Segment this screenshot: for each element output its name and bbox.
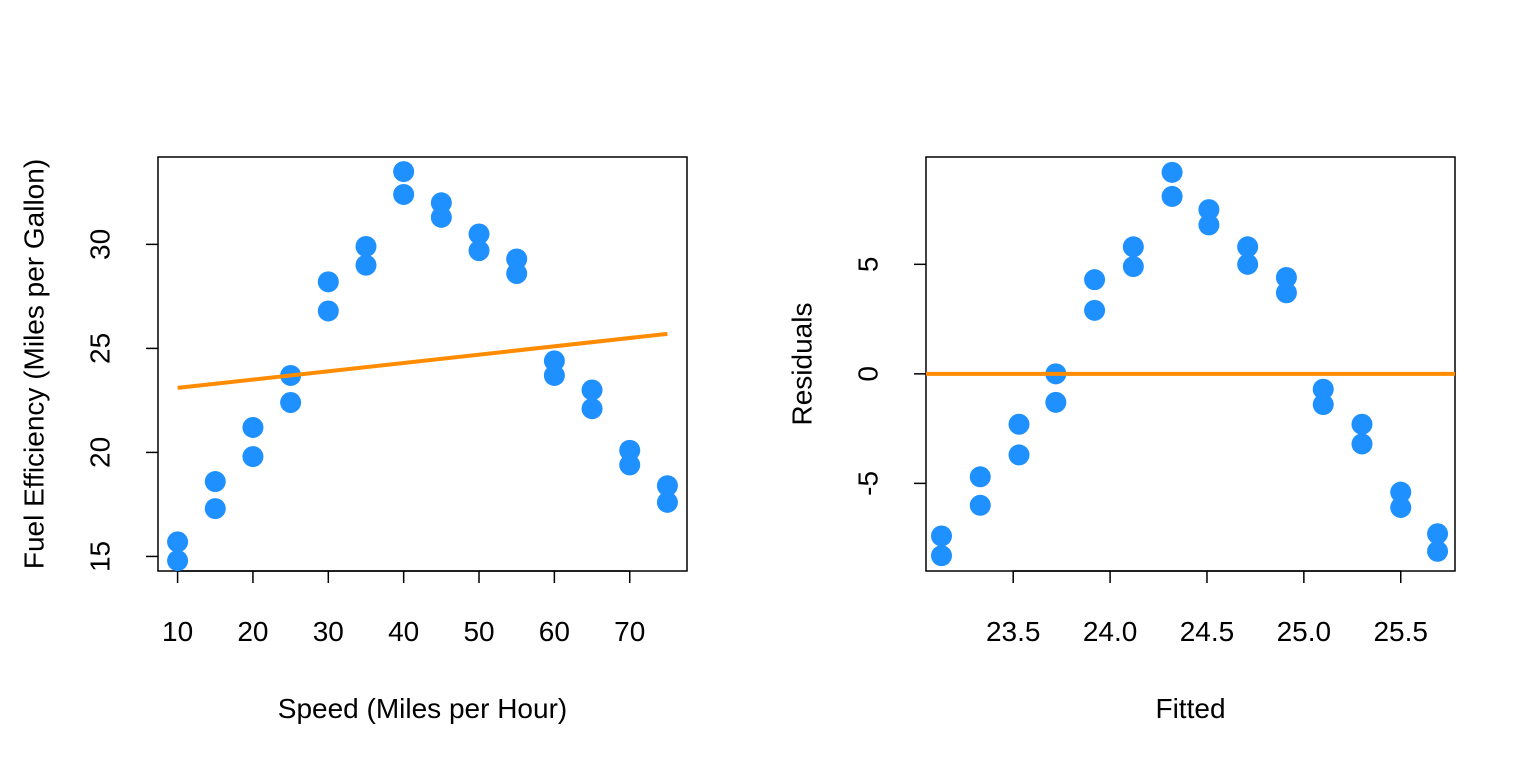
right-data-point (1122, 256, 1144, 278)
right-x-axis-title: Fitted (1155, 693, 1225, 724)
right-data-point (1161, 185, 1183, 207)
left-x-tick-label: 10 (162, 616, 193, 647)
right-x-tick-label: 25.5 (1373, 616, 1428, 647)
right-data-point (1161, 161, 1183, 183)
left-data-point (581, 379, 603, 401)
left-data-point (204, 498, 226, 520)
left-panel: 10 20 30 40 50 60 70 15 20 25 30 Speed (Miles per H… (19, 156, 688, 724)
right-data-point (1084, 269, 1106, 291)
left-data-point (317, 271, 339, 293)
left-data-point (204, 471, 226, 493)
right-y-tick-label: 0 (853, 366, 884, 382)
right-data-point (1390, 481, 1412, 503)
left-data-point (468, 240, 490, 262)
right-data-point (931, 525, 953, 547)
right-data-point (1351, 413, 1373, 435)
left-x-tick-label: 70 (614, 616, 645, 647)
left-y-tick-label: 30 (85, 229, 116, 260)
left-data-point (506, 263, 528, 285)
left-data-point (167, 550, 189, 572)
right-data-point (1198, 199, 1220, 221)
left-data-point (430, 206, 452, 228)
right-y-tick-label: 5 (853, 257, 884, 273)
left-data-point (619, 439, 641, 461)
left-fit-line (177, 331, 668, 390)
left-y-tick-label: 15 (85, 541, 116, 572)
left-data-point (355, 235, 377, 257)
right-data-point (931, 545, 953, 567)
left-data-point (506, 248, 528, 270)
left-data-point (543, 350, 565, 372)
left-data-point (317, 300, 339, 322)
left-data-point (280, 391, 302, 413)
left-plot-box (157, 156, 688, 572)
left-x-axis-title: Speed (Miles per Hour) (278, 693, 567, 724)
left-data-point (581, 398, 603, 420)
right-y-axis-title: Residuals (787, 303, 818, 426)
right-x-tick-label: 24.0 (1083, 616, 1138, 647)
right-data-point (1045, 391, 1067, 413)
right-y-tick-label: -5 (853, 471, 884, 496)
left-data-point (430, 192, 452, 214)
right-x-tick-label: 24.5 (1180, 616, 1235, 647)
left-data-point (393, 161, 415, 183)
right-data-point (1122, 236, 1144, 258)
left-data-point (242, 416, 264, 438)
left-y-tick-label: 25 (85, 333, 116, 364)
right-data-point (1008, 444, 1030, 466)
right-data-point (1084, 299, 1106, 321)
right-data-point (1198, 214, 1220, 236)
left-y-tick-label: 20 (85, 437, 116, 468)
right-panel: 23.5 24.0 24.5 25.0 25.5 -5 0 5 Fitted Residuals (787, 156, 1456, 724)
left-data-point (242, 446, 264, 468)
right-data-point (969, 466, 991, 488)
left-data-point (393, 183, 415, 205)
right-data-point (1390, 496, 1412, 518)
left-x-tick-label: 30 (313, 616, 344, 647)
right-x-tick-label: 23.5 (986, 616, 1041, 647)
right-data-point (969, 494, 991, 516)
right-data-point (1312, 394, 1334, 416)
left-data-point (167, 531, 189, 553)
right-plot-box (925, 156, 1456, 572)
right-data-point (1427, 540, 1449, 562)
left-x-tick-label: 40 (388, 616, 419, 647)
left-data-point (619, 454, 641, 476)
right-data-point (1275, 266, 1297, 288)
right-data-point (1008, 413, 1030, 435)
left-x-tick-label: 50 (463, 616, 494, 647)
left-data-point (468, 223, 490, 245)
left-x-tick-label: 20 (237, 616, 268, 647)
left-x-tick-label: 60 (539, 616, 570, 647)
right-data-point (1275, 282, 1297, 304)
left-data-point (543, 364, 565, 386)
left-y-axis-title: Fuel Efficiency (Miles per Gallon) (19, 159, 50, 569)
right-x-tick-label: 25.0 (1277, 616, 1332, 647)
left-data-point (656, 475, 678, 497)
right-data-point (1351, 433, 1373, 455)
left-data-point (355, 254, 377, 276)
right-data-point (1312, 378, 1334, 400)
right-data-point (1427, 523, 1449, 545)
right-data-point (1237, 253, 1259, 275)
left-data-point (656, 491, 678, 513)
right-data-point (1237, 236, 1259, 258)
